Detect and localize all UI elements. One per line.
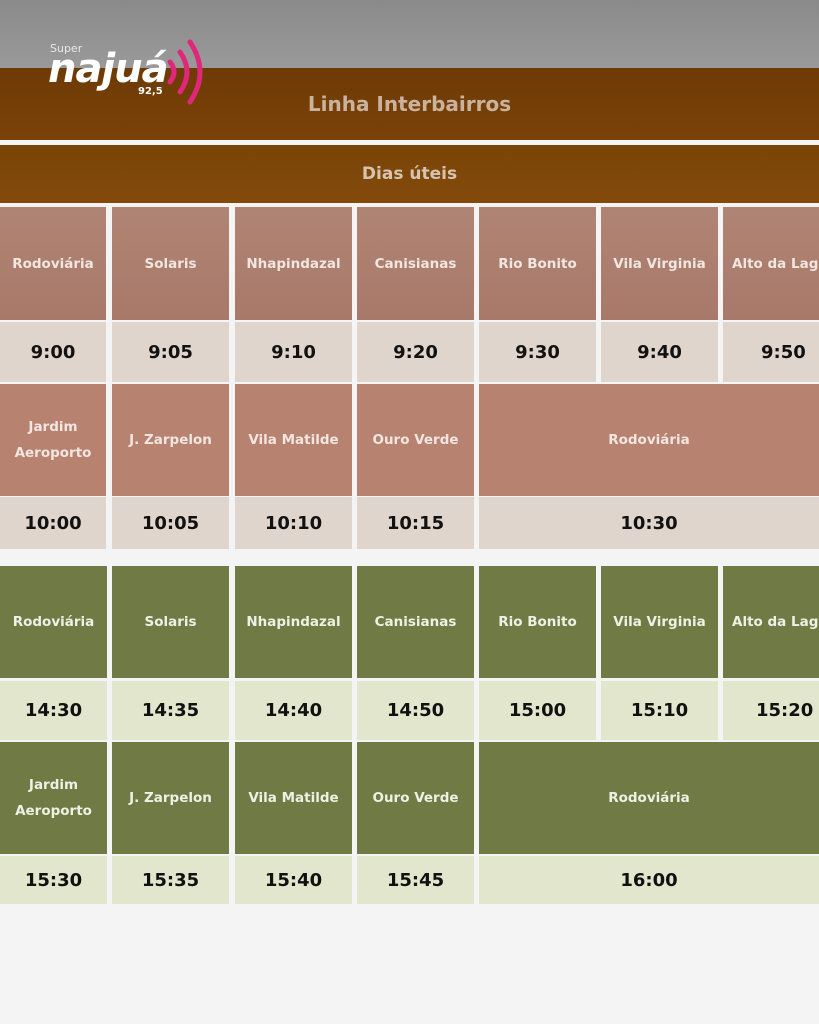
schedule-time-cell: 9:50 [723,322,819,382]
schedule-stop-cell: Vila Virginia [601,566,718,678]
schedule-stop-cell: J. Zarpelon [112,384,229,496]
schedule-time-cell: 10:00 [0,497,106,549]
schedule-stop-cell: Rodoviária [479,742,819,854]
schedule-stop-cell: Nhapindazal [235,566,352,678]
logo-brand-text: najuá [48,46,169,92]
schedule-time-cell: 14:30 [0,681,107,740]
schedule-time-cell: 15:45 [357,856,474,904]
logo-super-text: Super [50,42,83,55]
schedule-time-cell: 16:00 [479,856,819,904]
schedule-time-cell: 15:40 [235,856,352,904]
schedule-stop-cell: Rio Bonito [479,566,596,678]
schedule-time-cell: 15:35 [112,856,229,904]
schedule-stop-cell: Jardim Aeroporto [0,384,106,496]
top-band [0,0,819,70]
schedule-time-cell: 10:05 [112,497,229,549]
schedule-time-cell: 14:35 [112,681,229,740]
schedule-time-cell: 10:15 [357,497,474,549]
schedule-time-cell: 9:00 [0,322,106,382]
schedule-stop-cell: Solaris [112,207,229,320]
page-title: Linha Interbairros [307,92,512,116]
schedule-stop-cell: Canisianas [357,207,474,320]
schedule-time-cell: 9:10 [235,322,352,382]
schedule-stop-cell: Ouro Verde [357,742,474,854]
schedule-stop-cell: Jardim Aeroporto [0,742,107,854]
schedule-time-cell: 9:05 [112,322,229,382]
schedule-time-cell: 15:10 [601,681,718,740]
schedule-time-cell: 15:20 [723,681,819,740]
schedule-stop-cell: Rio Bonito [479,207,596,320]
schedule-stop-cell: Rodoviária [0,566,107,678]
radio-logo: Super najuá 92,5 [48,38,218,108]
schedule-stop-cell: Ouro Verde [357,384,474,496]
schedule-stop-cell: Solaris [112,566,229,678]
schedule-time-cell: 15:00 [479,681,596,740]
schedule-stop-cell: Rodoviária [0,207,106,320]
schedule-stop-cell: Vila Matilde [235,742,352,854]
schedule-stop-cell: Rodoviária [479,384,819,496]
schedule-stop-cell: Nhapindazal [235,207,352,320]
schedule-time-cell: 9:20 [357,322,474,382]
schedule-time-cell: 14:40 [235,681,352,740]
schedule-stop-cell: Alto da Lago [723,566,819,678]
schedule-time-cell: 10:10 [235,497,352,549]
logo-frequency-text: 92,5 [138,86,163,97]
schedule-time-cell: 9:40 [601,322,718,382]
title-bar: Linha Interbairros [0,68,819,140]
schedule-stop-cell: Vila Virginia [601,207,718,320]
schedule-time-cell: 15:30 [0,856,107,904]
broadcast-waves-icon [167,39,203,105]
subtitle-bar: Dias úteis [0,145,819,203]
schedule-stop-cell: Vila Matilde [235,384,352,496]
schedule-time-cell: 14:50 [357,681,474,740]
schedule-stop-cell: J. Zarpelon [112,742,229,854]
schedule-stop-cell: Alto da Lago [723,207,819,320]
schedule-time-cell: 10:30 [479,497,819,549]
schedule-time-cell: 9:30 [479,322,596,382]
schedule-stop-cell: Canisianas [357,566,474,678]
page-subtitle: Dias úteis [361,164,458,184]
